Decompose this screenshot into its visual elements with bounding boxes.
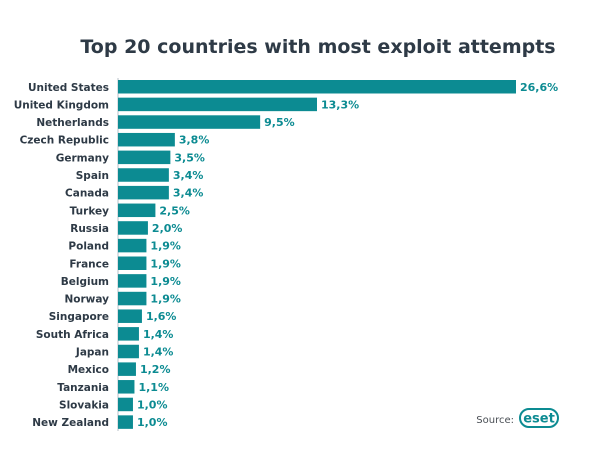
value-label-united-kingdom: 13,3% [321, 98, 359, 111]
value-label-south-africa: 1,4% [143, 328, 174, 341]
bar-united-states [118, 80, 516, 94]
bar-slovakia [118, 397, 133, 412]
value-label-turkey: 2,5% [159, 204, 190, 217]
chart-title: Top 20 countries with most exploit attem… [80, 36, 555, 58]
value-label-spain: 3,4% [173, 169, 204, 182]
bar-canada [118, 185, 169, 200]
value-label-germany: 3,5% [174, 151, 205, 164]
bar-singapore [118, 309, 142, 323]
value-label-russia: 2,0% [152, 222, 183, 235]
category-label-japan: Japan [75, 347, 109, 359]
category-label-singapore: Singapore [49, 311, 109, 323]
bar-poland [118, 238, 147, 253]
category-label-poland: Poland [68, 241, 109, 253]
bar-russia [118, 221, 148, 235]
bar-turkey [118, 203, 156, 218]
value-label-japan: 1,4% [143, 346, 174, 359]
category-label-turkey: Turkey [70, 205, 109, 217]
bar-tanzania [118, 380, 135, 394]
value-labels: 26,6% 13,3% 9,5% 3,8% 3,5% 3,4% 3,4% 2,5% 2,0% 1,… [137, 81, 558, 429]
category-label-czech-republic: Czech Republic [20, 135, 109, 147]
category-label-south-africa: South Africa [36, 329, 109, 341]
category-label-mexico: Mexico [68, 364, 109, 376]
value-label-netherlands: 9,5% [264, 116, 295, 129]
category-labels: United States United Kingdom Netherlands Cz… [14, 82, 109, 429]
bar-czech-republic [118, 132, 175, 147]
value-label-new-zealand: 1,0% [137, 416, 168, 429]
eset-logo: eset [519, 408, 559, 428]
category-label-tanzania: Tanzania [57, 382, 109, 394]
bar-spain [118, 168, 169, 182]
category-label-united-states: United States [28, 82, 109, 94]
value-label-czech-republic: 3,8% [179, 134, 210, 147]
bar-netherlands [118, 115, 261, 129]
category-label-slovakia: Slovakia [59, 399, 109, 411]
bar-new-zealand [118, 415, 133, 429]
value-label-poland: 1,9% [150, 240, 181, 253]
value-label-belgium: 1,9% [150, 275, 181, 288]
bar-germany [118, 150, 171, 165]
bar-mexico [118, 362, 136, 376]
category-label-france: France [69, 258, 109, 270]
category-label-spain: Spain [76, 170, 109, 182]
category-label-norway: Norway [65, 294, 110, 306]
bar-united-kingdom [118, 97, 317, 112]
category-label-belgium: Belgium [61, 276, 109, 288]
value-label-singapore: 1,6% [146, 310, 177, 323]
category-label-russia: Russia [70, 223, 109, 235]
bar-norway [118, 291, 147, 306]
bar-japan [118, 344, 139, 359]
category-label-canada: Canada [65, 188, 109, 200]
value-label-norway: 1,9% [150, 293, 181, 306]
category-label-new-zealand: New Zealand [32, 417, 109, 429]
bar-belgium [118, 274, 147, 288]
category-label-united-kingdom: United Kingdom [14, 99, 109, 111]
value-label-canada: 3,4% [173, 187, 204, 200]
bar-south-africa [118, 327, 139, 341]
value-label-slovakia: 1,0% [137, 398, 168, 411]
value-label-united-states: 26,6% [520, 81, 558, 94]
value-label-tanzania: 1,1% [138, 381, 169, 394]
source-label: Source: [476, 415, 514, 426]
value-label-mexico: 1,2% [140, 363, 171, 376]
value-label-france: 1,9% [150, 257, 181, 270]
bar-france [118, 256, 147, 270]
category-label-germany: Germany [56, 152, 109, 164]
eset-logo-text: eset [523, 412, 555, 427]
category-label-netherlands: Netherlands [36, 117, 109, 129]
bars-group [118, 80, 516, 429]
